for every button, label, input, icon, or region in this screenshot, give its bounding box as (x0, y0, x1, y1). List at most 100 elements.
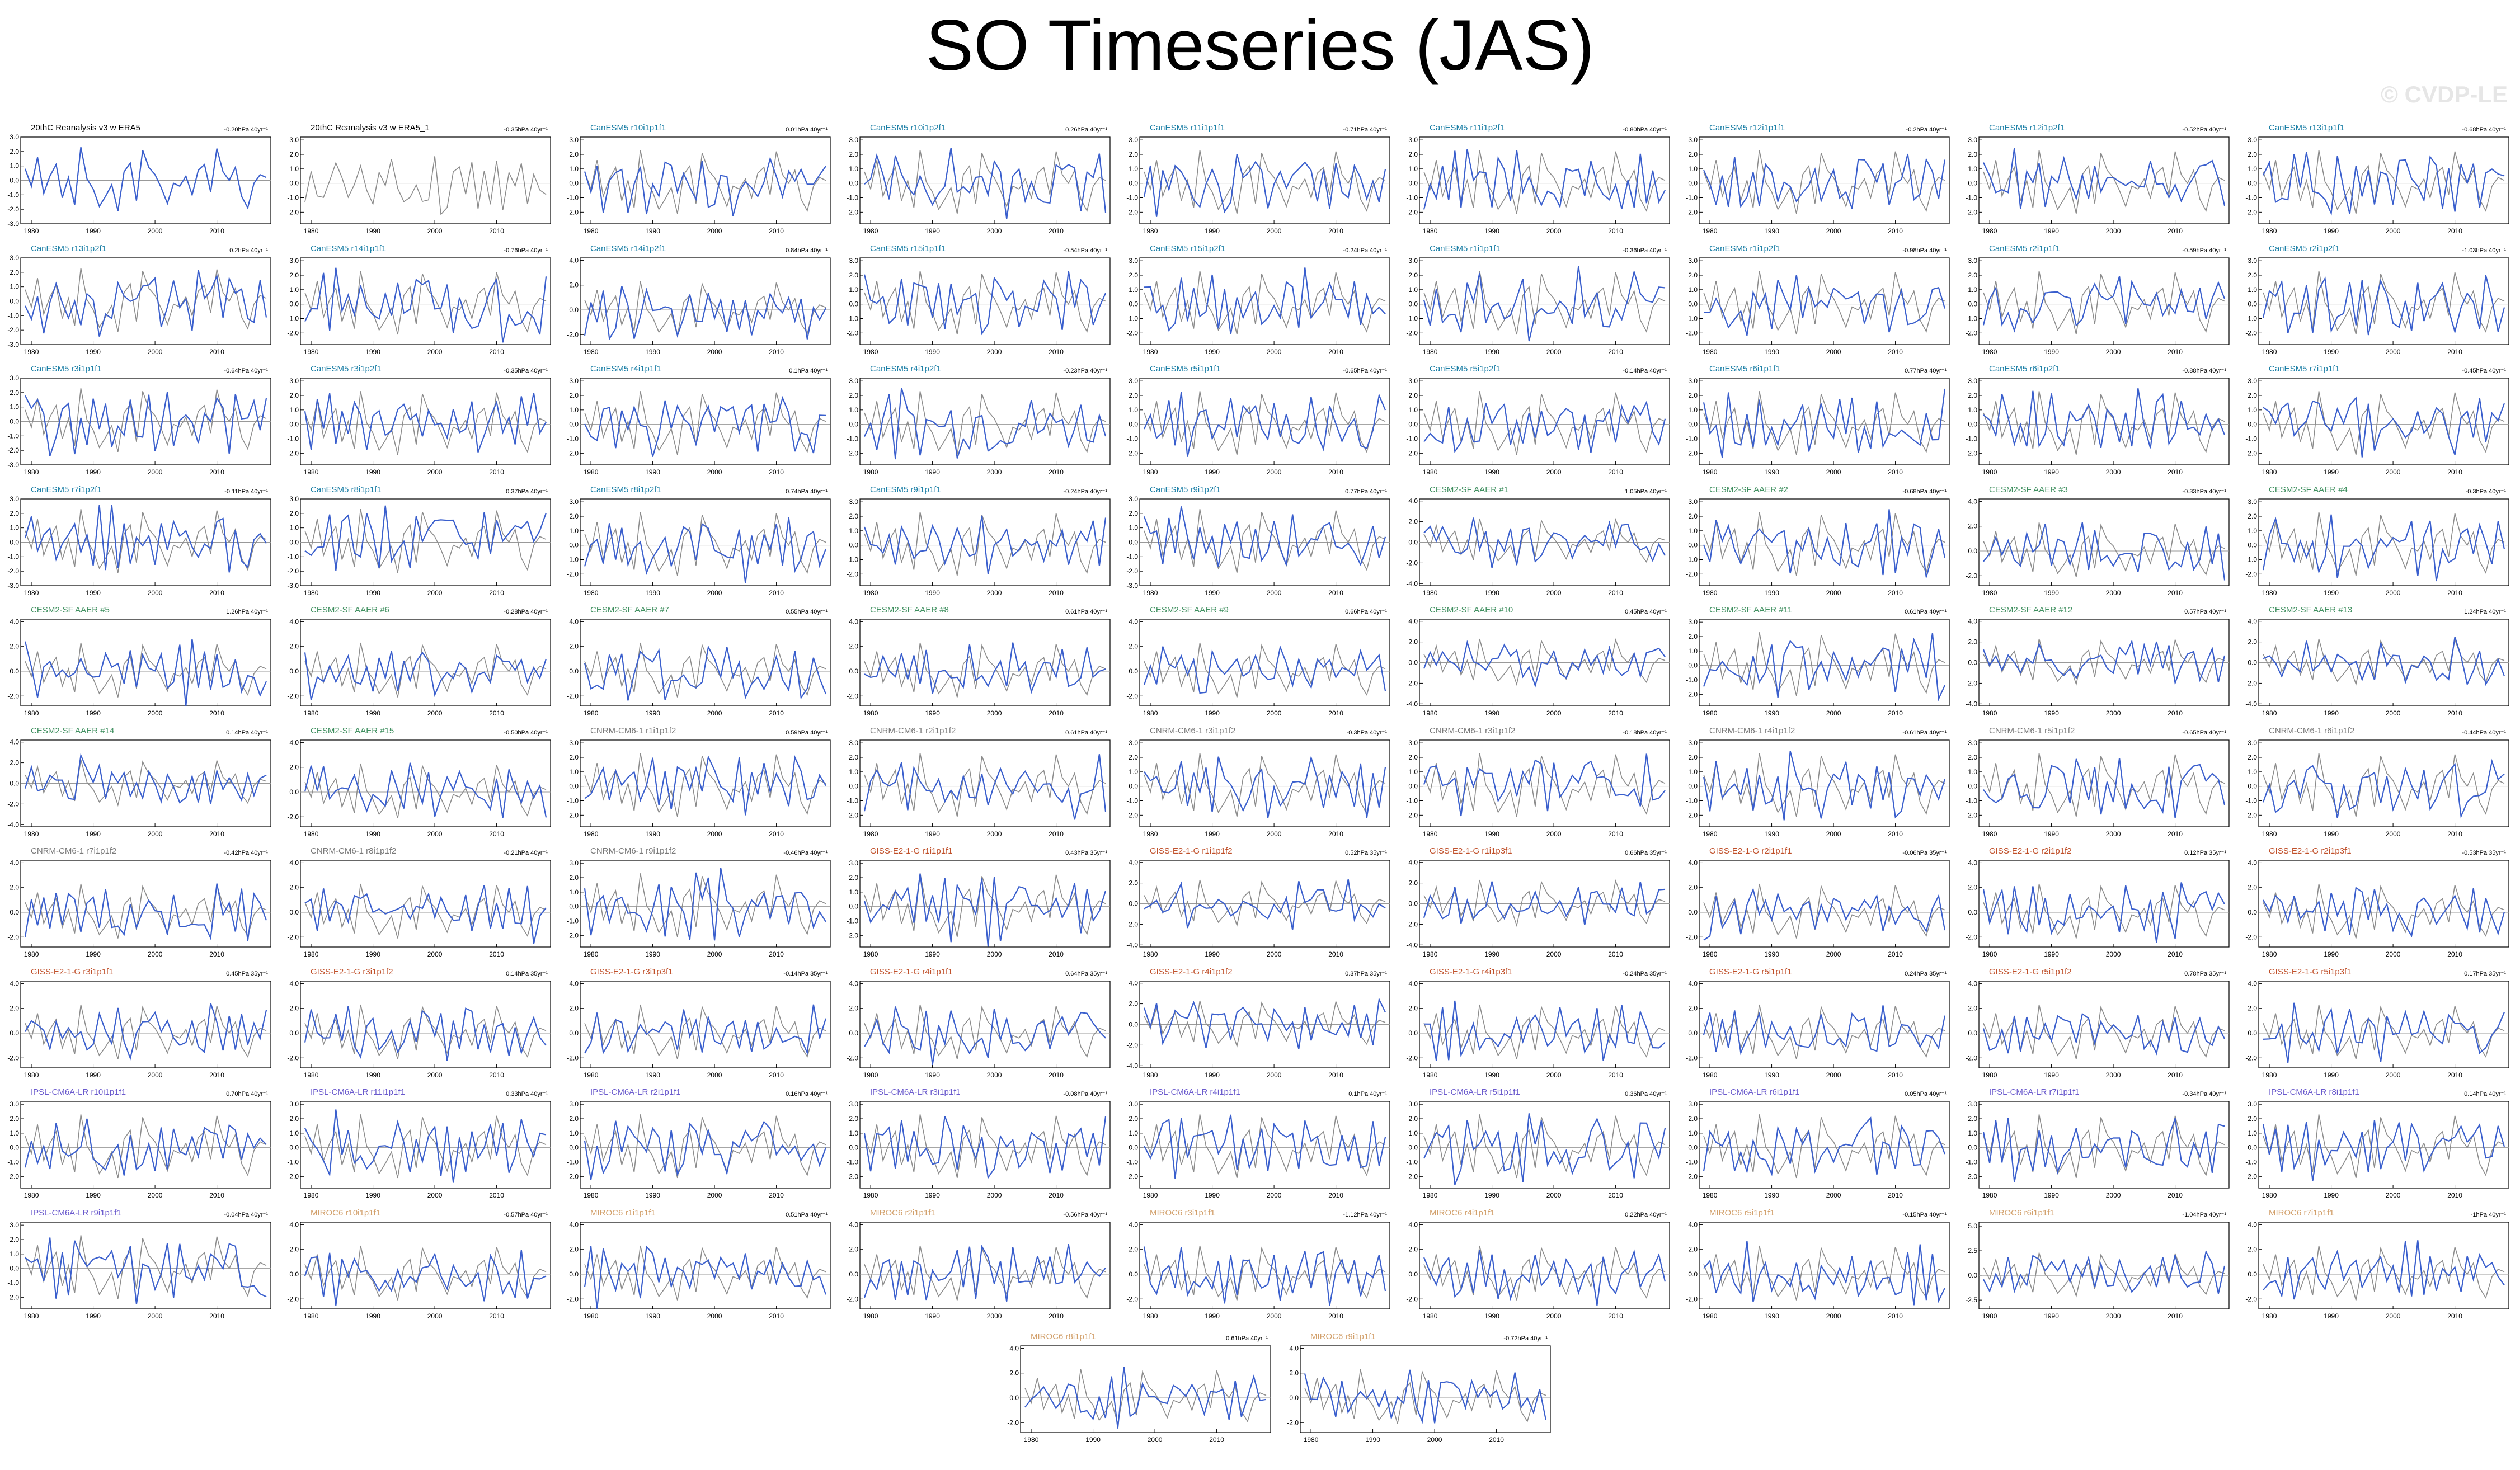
x-tick-label: 1980 (863, 1191, 878, 1199)
x-tick-label: 1990 (1205, 468, 1220, 476)
obs-series-line (2263, 1245, 2505, 1301)
y-tick-label: -1.0 (2245, 1158, 2257, 1166)
y-tick-label: 2.0 (1129, 1246, 1138, 1254)
panel-frame (580, 860, 831, 948)
chart-panel: CanESM5 r5i1p2f1 -0.14hPa 40yr⁻¹ 3.0 2.0 1.0… (1406, 364, 1670, 476)
y-tick-label: 0.0 (1688, 662, 1698, 670)
chart-panel: IPSL-CM6A-LR r6i1p1f1 0.05hPa 40yr⁻¹ 3.0 2.… (1686, 1087, 1950, 1199)
y-tick-label: -2.0 (1686, 1054, 1698, 1062)
x-tick-label: 1990 (2324, 950, 2339, 958)
y-tick-label: -2.0 (2245, 811, 2257, 819)
panel-label: GISS-E2-1-G r1i1p1f1 (870, 846, 953, 856)
y-tick-label: 3.0 (2248, 136, 2257, 144)
y-tick-label: 3.0 (1129, 495, 1138, 503)
x-tick-label: 1980 (863, 1312, 878, 1320)
chart-panel: CanESM5 r15i1p2f1 -0.24hPa 40yr⁻¹ 3.0 2.0 1.… (1126, 244, 1390, 356)
y-tick-label: 2.0 (2248, 884, 2257, 892)
panel-trend: -0.52hPa 40yr⁻¹ (2182, 126, 2226, 133)
x-tick-label: 1990 (925, 950, 940, 958)
panel-label: CESM2-SF AAER #3 (1989, 485, 2068, 494)
member-series-line (25, 1237, 267, 1304)
x-tick-label: 1980 (1304, 1436, 1319, 1444)
x-tick-label: 2000 (1267, 1312, 1282, 1320)
y-tick-label: 2.0 (1129, 643, 1138, 651)
y-tick-label: 1.0 (1408, 768, 1418, 776)
panel-frame (2258, 981, 2509, 1068)
x-tick-label: 2000 (707, 1191, 722, 1199)
panel-label: CanESM5 r6i1p1f1 (1709, 364, 1780, 374)
y-tick-label: 0.0 (1408, 1144, 1418, 1152)
x-tick-label: 2000 (1546, 709, 1562, 717)
y-tick-label: 2.0 (289, 764, 299, 771)
x-tick-label: 2000 (2386, 830, 2401, 838)
y-tick-label: 3.0 (10, 254, 19, 262)
obs-series-line (584, 753, 826, 817)
x-tick-label: 2010 (2447, 1071, 2462, 1079)
member-series-line (1423, 1249, 1666, 1306)
member-series-line (304, 651, 547, 700)
y-tick-label: -2.0 (847, 329, 858, 337)
panel-trend: 0.17hPa 35yr⁻¹ (2464, 970, 2506, 977)
member-series-line (1423, 266, 1666, 342)
member-series-line (1143, 1246, 1386, 1306)
y-tick-label: 2.0 (569, 1115, 579, 1123)
y-tick-label: 1.0 (2248, 768, 2257, 776)
chart-panel: CanESM5 r6i1p2f1 -0.88hPa 40yr⁻¹ 3.0 2.0 1.0… (1966, 364, 2230, 476)
panel-label: CanESM5 r13i1p2f1 (31, 244, 106, 253)
y-tick-label: 2.0 (1408, 638, 1418, 646)
y-tick-label: 2.0 (1129, 510, 1138, 517)
x-tick-label: 2000 (987, 1191, 1002, 1199)
y-tick-label: 0.0 (849, 180, 858, 187)
x-tick-label: 2000 (707, 709, 722, 717)
x-tick-label: 2000 (1267, 227, 1282, 235)
x-tick-label: 1990 (365, 468, 380, 476)
y-tick-label: 3.0 (1408, 739, 1418, 747)
x-tick-label: 2000 (2106, 830, 2121, 838)
y-tick-label: -2.0 (567, 208, 579, 216)
panel-trend: 0.78hPa 35yr⁻¹ (2184, 970, 2226, 977)
y-tick-label: -1.0 (1686, 676, 1698, 684)
y-tick-label: 4.0 (10, 859, 19, 866)
y-tick-label: 0.0 (1688, 180, 1698, 187)
y-tick-label: 2.0 (10, 1115, 19, 1123)
y-tick-label: -2.0 (1966, 208, 1977, 216)
y-tick-label: 1.0 (1688, 406, 1698, 414)
member-series-line (24, 147, 267, 211)
member-series-line (584, 645, 827, 701)
x-tick-label: 1990 (1484, 1191, 1499, 1199)
panel-label: CNRM-CM6-1 r5i1p1f2 (1989, 726, 2075, 736)
panel-trend: 0.84hPa 40yr⁻¹ (786, 247, 828, 254)
panel-trend: -0.64hPa 40yr⁻¹ (224, 368, 268, 374)
panel-label: CESM2-SF AAER #9 (1150, 605, 1229, 615)
chart-panel: GISS-E2-1-G r2i1p1f1 -0.06hPa 35yr⁻¹ 4.0 2.… (1686, 846, 1950, 958)
obs-series-line (864, 1245, 1106, 1301)
x-tick-label: 1980 (2262, 348, 2277, 356)
chart-panel: CanESM5 r7i1p2f1 -0.11hPa 40yr⁻¹ 3.0 2.0 1.0… (7, 485, 271, 597)
x-tick-label: 1980 (1423, 950, 1438, 958)
y-tick-label: -1.0 (2245, 315, 2257, 323)
panel-trend: 0.1hPa 40yr⁻¹ (789, 368, 828, 374)
y-tick-label: 1.0 (10, 1250, 19, 1258)
y-tick-label: -1.0 (567, 194, 579, 202)
panel-trend: -0.61hPa 40yr⁻¹ (1902, 729, 1947, 736)
x-tick-label: 1980 (24, 1312, 39, 1320)
y-tick-label: 0.0 (289, 421, 299, 428)
y-tick-label: 2.0 (289, 1246, 299, 1254)
x-tick-label: 2010 (1328, 227, 1343, 235)
y-tick-label: -1.0 (567, 435, 579, 443)
member-series-line (863, 873, 1107, 947)
y-tick-label: 3.0 (1408, 257, 1418, 265)
x-tick-label: 2010 (1328, 950, 1343, 958)
x-tick-label: 2000 (1826, 830, 1841, 838)
member-series-line (1304, 1369, 1547, 1424)
panel-trend: 0.05hPa 40yr⁻¹ (1905, 1091, 1947, 1097)
y-tick-label: 1.0 (10, 283, 19, 291)
member-series-line (864, 148, 1107, 219)
x-tick-label: 2010 (1328, 1312, 1343, 1320)
member-series-line (864, 1006, 1106, 1066)
y-tick-label: -1.0 (1686, 1158, 1698, 1166)
x-tick-label: 2000 (2106, 1071, 2121, 1079)
panel-trend: -0.18hPa 40yr⁻¹ (1623, 729, 1667, 736)
member-series-line (2263, 1240, 2505, 1300)
y-tick-label: 2.0 (1408, 879, 1418, 887)
